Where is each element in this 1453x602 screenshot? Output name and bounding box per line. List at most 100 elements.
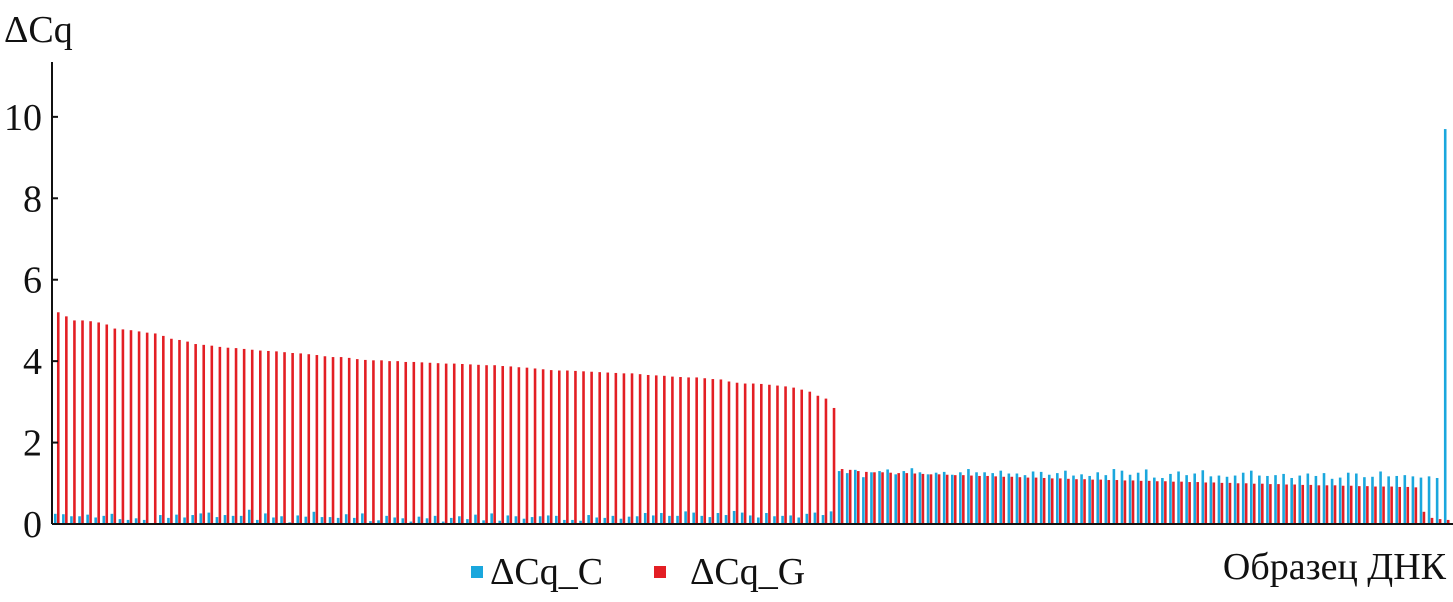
bar-dcq-c — [700, 515, 704, 524]
bar-dcq-g — [1115, 480, 1119, 524]
bar-dcq-c — [1072, 475, 1075, 524]
bar-dcq-g — [1406, 486, 1410, 524]
bar-dcq-g — [1180, 481, 1183, 524]
bar-dcq-g — [840, 469, 844, 524]
bar-dcq-c — [126, 519, 130, 524]
bar-dcq-g — [1261, 483, 1264, 524]
bar-dcq-g — [614, 372, 618, 524]
bar-dcq-c — [845, 473, 849, 524]
bar-dcq-c — [191, 515, 194, 524]
bar-dcq-g — [743, 383, 747, 524]
bar-dcq-c — [813, 512, 817, 524]
bar-dcq-c — [393, 517, 396, 524]
bar-dcq-c — [579, 520, 582, 524]
bar-dcq-c — [94, 517, 97, 524]
bar-dcq-c — [1169, 473, 1172, 524]
bar-dcq-g — [1042, 477, 1046, 524]
bar-dcq-g — [1277, 484, 1280, 524]
bar-dcq-c — [1185, 475, 1188, 524]
bar-dcq-c — [1064, 470, 1067, 524]
bar-dcq-c — [563, 519, 566, 524]
bar-dcq-g — [1293, 484, 1296, 524]
bar-dcq-c — [1427, 476, 1431, 524]
bar-dcq-c — [668, 515, 671, 524]
bar-dcq-c — [183, 517, 186, 524]
bar-dcq-c — [1274, 475, 1277, 524]
bar-dcq-c — [1080, 474, 1083, 524]
bar-dcq-c — [207, 512, 211, 524]
bar-dcq-g — [994, 476, 997, 524]
bar-dcq-g — [242, 348, 246, 524]
bar-dcq-c — [635, 516, 639, 524]
bar-dcq-g — [832, 407, 836, 524]
bar-dcq-c — [837, 471, 841, 524]
bar-dcq-c — [1161, 477, 1164, 524]
bar-dcq-c — [748, 515, 752, 524]
bar-dcq-g — [234, 348, 238, 524]
bar-dcq-c — [247, 509, 251, 524]
bar-dcq-c — [223, 515, 227, 524]
bar-dcq-g — [727, 381, 731, 524]
bar-dcq-c — [773, 516, 776, 524]
bar-dcq-c — [280, 516, 283, 524]
bar-dcq-g — [654, 375, 658, 524]
bar-dcq-c — [62, 514, 65, 524]
bar-dcq-c — [522, 518, 526, 524]
bar-dcq-c — [1379, 471, 1382, 524]
bar-dcq-g — [291, 353, 294, 524]
y-axis-title: ΔCq — [4, 9, 73, 51]
bar-dcq-c — [959, 472, 962, 524]
bar-dcq-c — [215, 517, 219, 524]
bar-dcq-c — [78, 516, 81, 524]
y-tick-label: 8 — [23, 178, 42, 220]
bar-dcq-g — [1018, 477, 1022, 524]
bar-dcq-g — [638, 374, 642, 524]
bar-dcq-c — [1306, 473, 1310, 524]
bar-dcq-g — [970, 475, 973, 524]
bar-dcq-g — [461, 363, 464, 524]
bar-dcq-c — [102, 515, 106, 524]
bar-dcq-g — [137, 331, 141, 524]
bar-dcq-g — [1430, 517, 1434, 524]
bar-dcq-c — [942, 471, 946, 524]
bar-dcq-c — [643, 513, 647, 524]
bar-dcq-g — [1164, 481, 1167, 524]
bar-dcq-g — [153, 333, 157, 524]
bar-dcq-g — [1349, 485, 1353, 524]
bar-dcq-c — [159, 515, 162, 524]
bar-dcq-g — [355, 359, 359, 524]
bar-dcq-g — [1139, 480, 1143, 524]
bar-dcq-c — [352, 517, 356, 524]
bar-dcq-g — [162, 335, 165, 524]
bar-dcq-g — [986, 475, 989, 524]
bar-dcq-g — [1414, 487, 1418, 524]
bar-dcq-g — [1325, 485, 1329, 524]
bar-dcq-g — [218, 346, 222, 524]
bar-dcq-c — [805, 513, 809, 524]
bar-dcq-g — [339, 357, 343, 524]
bar-dcq-g — [695, 377, 698, 524]
bar-dcq-c — [975, 472, 978, 524]
bar-dcq-g — [226, 347, 230, 524]
bar-dcq-g — [396, 361, 399, 524]
bar-dcq-g — [1382, 486, 1385, 524]
bar-dcq-c — [1387, 476, 1390, 524]
bar-dcq-c — [829, 511, 833, 524]
bar-dcq-c — [1435, 477, 1439, 524]
bar-dcq-g — [1301, 484, 1305, 524]
bar-dcq-c — [692, 512, 695, 524]
bar-dcq-g — [97, 322, 100, 524]
bar-dcq-c — [1007, 473, 1011, 524]
bar-dcq-g — [606, 372, 610, 524]
bar-dcq-c — [595, 517, 599, 524]
bar-dcq-g — [299, 353, 302, 524]
y-tick-label: 10 — [4, 97, 42, 139]
bar-dcq-c — [231, 515, 235, 524]
bar-dcq-c — [765, 513, 768, 524]
bar-dcq-c — [369, 521, 372, 524]
bar-dcq-g — [404, 361, 408, 524]
legend-label-dcq-c: ΔCq_C — [490, 551, 603, 593]
bar-dcq-c — [474, 514, 477, 524]
bar-dcq-g — [776, 385, 779, 524]
bar-dcq-c — [1128, 474, 1132, 524]
